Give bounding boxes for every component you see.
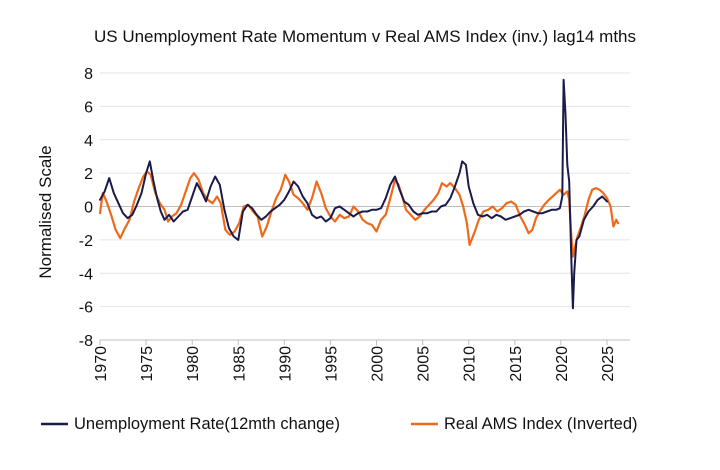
- x-tick-label: 2015: [508, 346, 525, 382]
- y-tick-label: 4: [84, 133, 93, 150]
- y-axis-ticks: 8 6 4 2 0 -2 -4 -6 -8: [79, 66, 93, 350]
- y-tick-label: 2: [84, 166, 93, 183]
- y-tick-label: -2: [79, 233, 93, 250]
- legend-label-ams: Real AMS Index (Inverted): [444, 415, 638, 433]
- y-tick-label: 0: [84, 200, 93, 217]
- x-tick-label: 2000: [370, 346, 387, 382]
- y-tick-label: 8: [84, 66, 93, 83]
- series-line-ams: [98, 170, 620, 258]
- x-tick-label: 1995: [323, 346, 340, 382]
- y-tick-label: 6: [84, 99, 93, 116]
- y-tick-label: -6: [79, 300, 93, 317]
- legend-label-unemployment: Unemployment Rate(12mth change): [74, 415, 340, 433]
- y-tick-label: -8: [79, 333, 93, 350]
- x-tick-label: 2010: [462, 346, 479, 382]
- x-tick-label: 1985: [231, 346, 248, 382]
- y-tick-label: -4: [79, 266, 93, 283]
- x-tick-label: 2025: [600, 346, 617, 382]
- x-tick-label: 2020: [554, 346, 571, 382]
- x-tick-label: 1970: [93, 346, 110, 382]
- x-tick-label: 1975: [139, 346, 156, 382]
- series-line-unemployment: [99, 78, 608, 310]
- x-tick-label: 1980: [185, 346, 202, 382]
- y-axis-title: Normalised Scale: [36, 145, 55, 278]
- legend: Unemployment Rate(12mth change) Real AMS…: [41, 415, 638, 433]
- x-tick-label: 1990: [277, 346, 294, 382]
- x-tick-label: 2005: [416, 346, 433, 382]
- chart-title: US Unemployment Rate Momentum v Real AMS…: [94, 27, 636, 46]
- plot-series: [98, 78, 620, 310]
- x-axis-ticks: 1970 1975 1980 1985 1990 1995 2000 2005 2010 2015…: [93, 339, 630, 382]
